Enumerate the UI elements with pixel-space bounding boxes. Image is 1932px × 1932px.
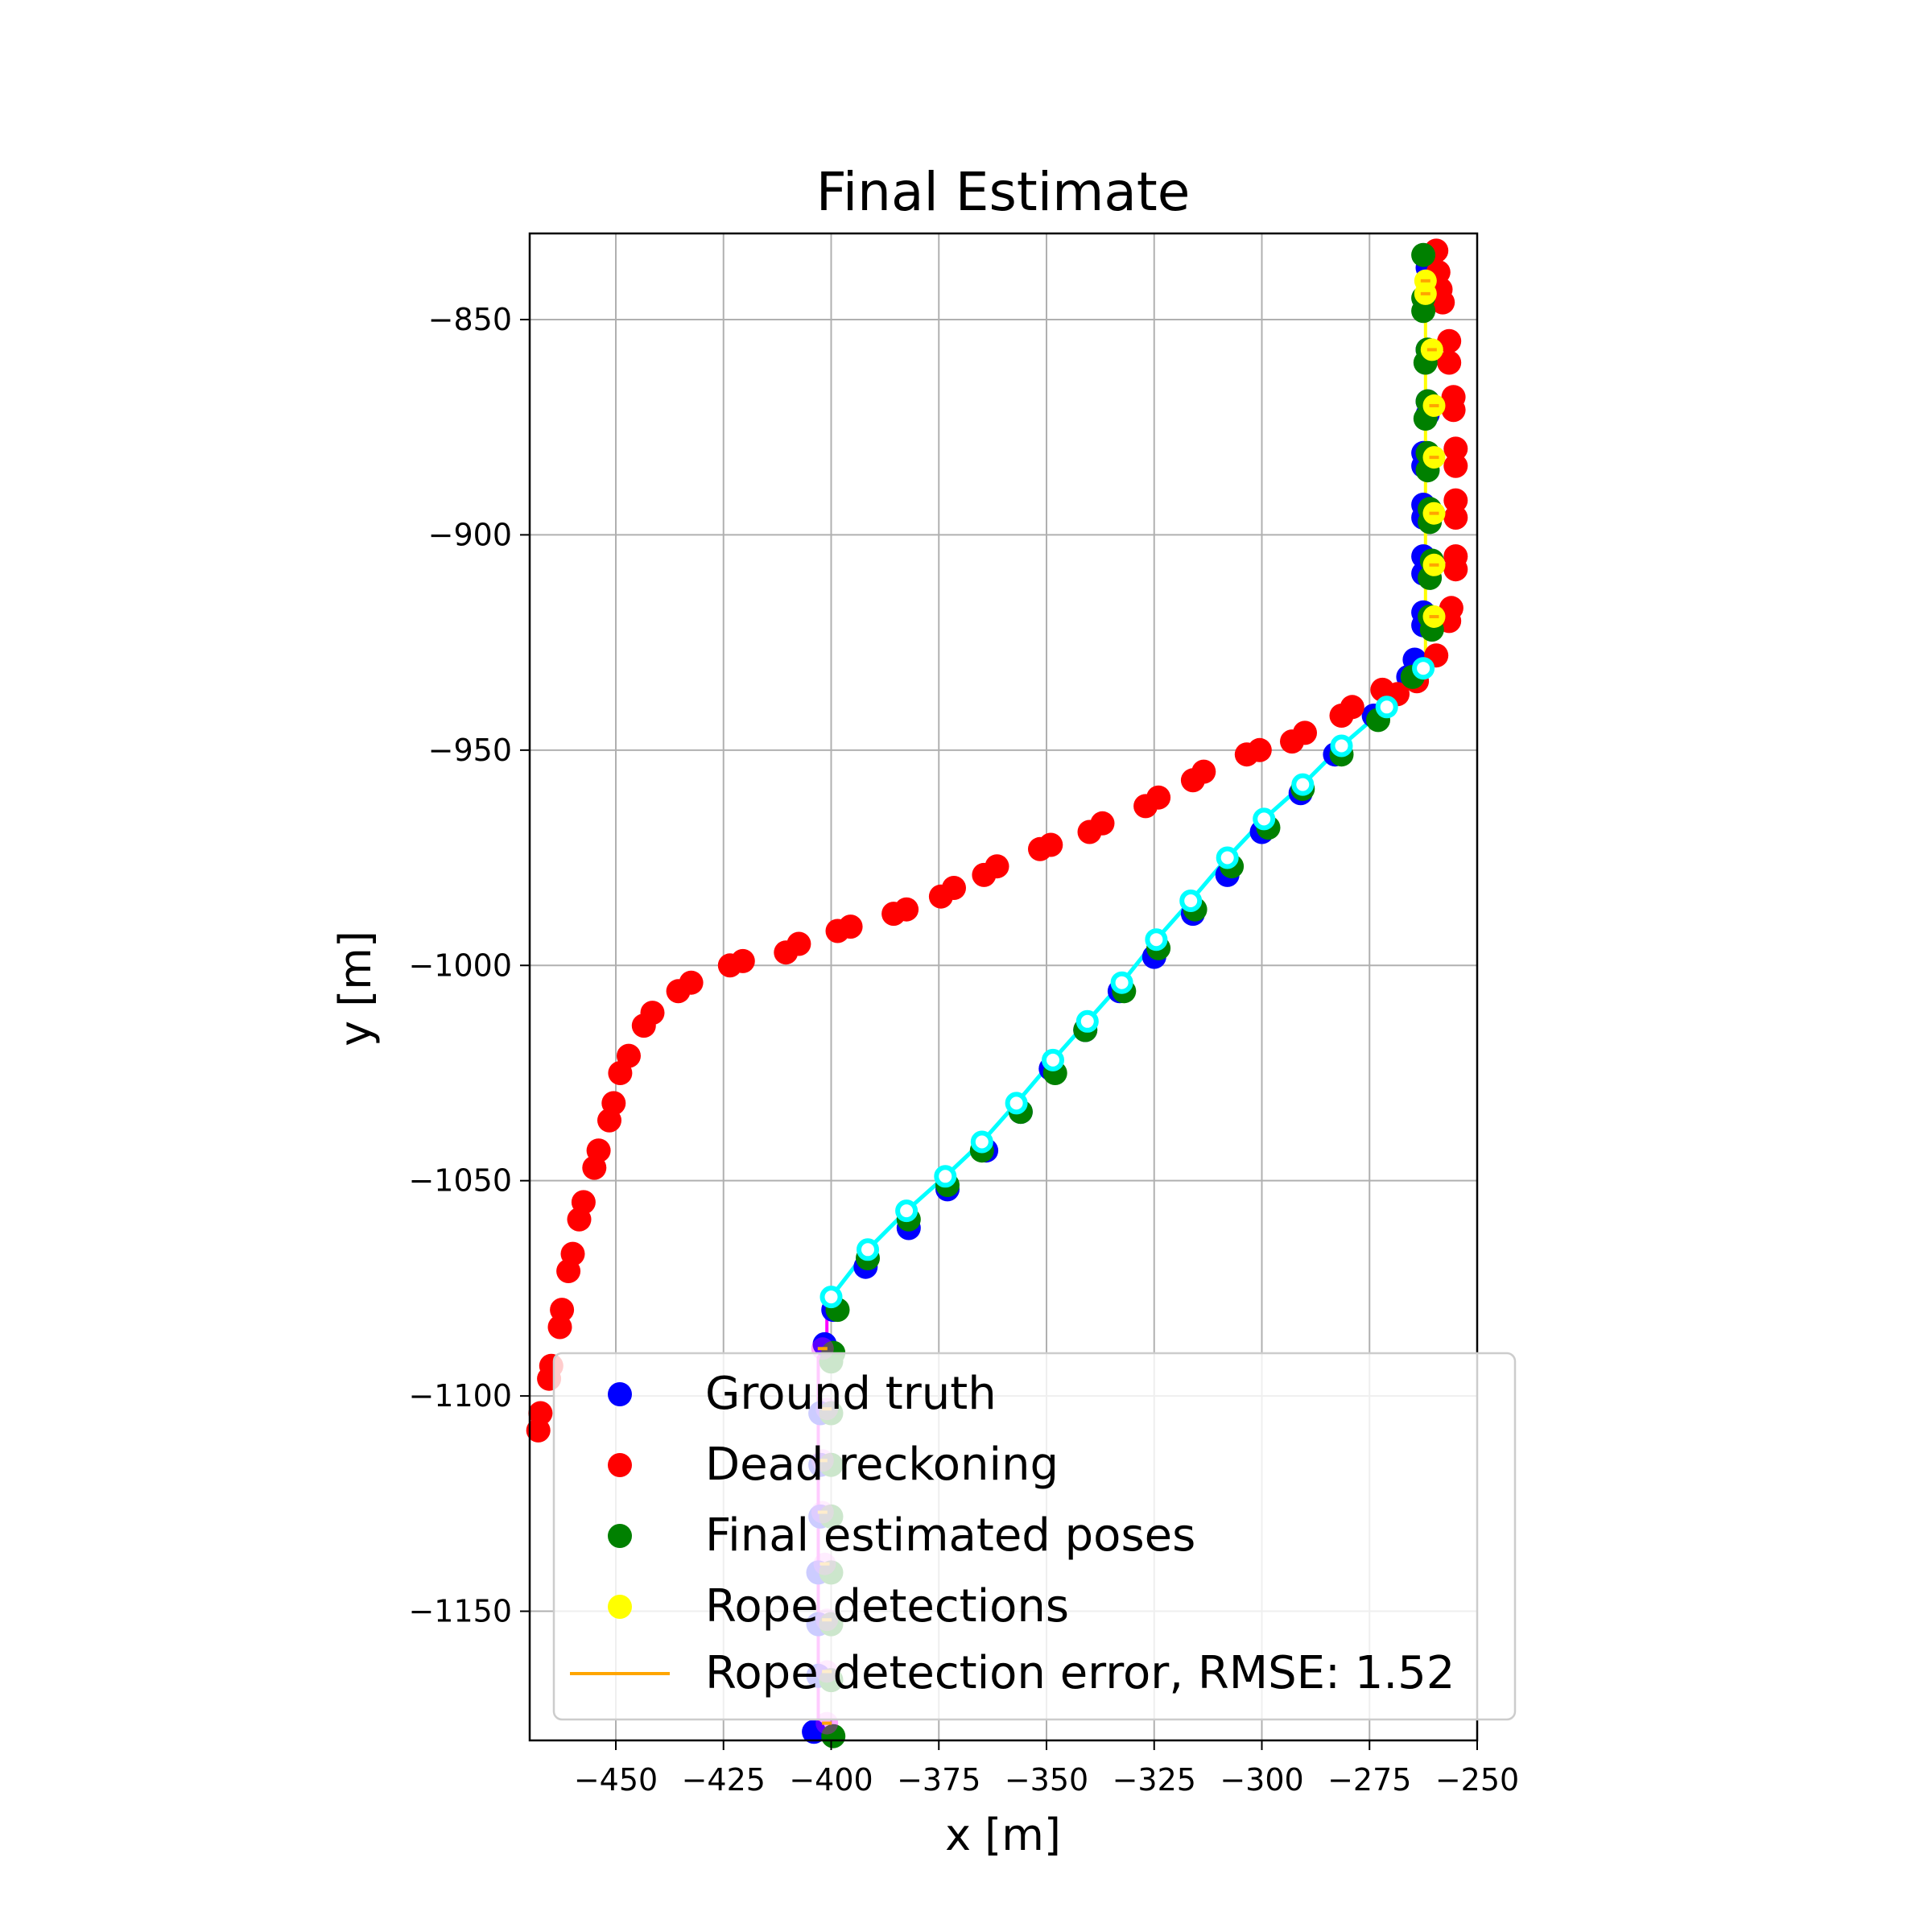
chart-title: Final Estimate	[816, 161, 1191, 223]
estimated-path-node	[1330, 734, 1353, 758]
legend-label-final-estimated-poses: Final estimated poses	[705, 1509, 1195, 1562]
dead-reckoning-point	[631, 1013, 656, 1038]
dead-reckoning-point	[1180, 768, 1205, 793]
legend-label-rope-detections: Rope detections	[705, 1580, 1069, 1633]
dead-reckoning-point	[774, 940, 799, 965]
dead-reckoning-point	[1329, 704, 1354, 728]
estimated-path-node	[1179, 890, 1203, 912]
dead-reckoning-point	[928, 884, 953, 909]
final-estimated-point	[1411, 242, 1436, 267]
dead-reckoning-point	[1437, 328, 1462, 353]
x-tick-label: −300	[1220, 1762, 1303, 1798]
dead-reckoning-point	[1443, 453, 1468, 478]
estimated-path-node	[857, 1238, 879, 1261]
legend-label-dead-reckoning: Dead reckoning	[705, 1439, 1059, 1491]
dead-reckoning-point	[597, 1108, 621, 1133]
dead-reckoning-point	[1280, 729, 1304, 754]
legend-label-ground-truth: Ground truth	[705, 1368, 997, 1420]
estimated-path-node	[1005, 1092, 1028, 1115]
legend-label-rope-detection-error: Rope detection error, RMSE: 1.52	[705, 1647, 1455, 1699]
y-tick-label: −1000	[408, 947, 512, 983]
estimated-path-node	[1075, 1009, 1099, 1033]
dead-reckoning-point	[1430, 290, 1455, 315]
dead-reckoning-point	[1443, 436, 1468, 461]
legend-marker-final-estimated-poses	[608, 1524, 632, 1548]
estimated-path-node	[1253, 807, 1276, 831]
x-tick-label: −375	[897, 1762, 980, 1798]
dead-reckoning-point	[1443, 557, 1468, 582]
y-tick-label: −1050	[408, 1163, 512, 1199]
estimated-path-node	[895, 1199, 919, 1223]
legend-marker-dead-reckoning	[608, 1453, 632, 1477]
dead-reckoning-point	[1443, 506, 1468, 530]
estimated-path-node	[1110, 971, 1133, 994]
dead-reckoning-point	[567, 1207, 592, 1232]
dead-reckoning-point	[1133, 794, 1158, 819]
y-tick-label: −850	[428, 302, 512, 337]
y-axis-label: y [m]	[330, 931, 381, 1046]
dead-reckoning-point	[717, 953, 742, 978]
dead-reckoning-point	[608, 1061, 633, 1085]
dead-reckoning-point	[666, 979, 691, 1004]
x-tick-label: −275	[1327, 1762, 1411, 1798]
y-tick-label: −900	[428, 517, 512, 552]
x-axis-label: x [m]	[945, 1810, 1061, 1860]
dead-reckoning-point	[1077, 819, 1102, 844]
dead-reckoning-point	[825, 919, 850, 943]
x-tick-label: −450	[574, 1762, 658, 1798]
dead-reckoning-point	[1028, 836, 1052, 861]
legend: Ground truth Dead reckoning Final estima…	[552, 1352, 1517, 1721]
legend-marker-ground-truth	[608, 1382, 632, 1406]
x-tick-label: −325	[1113, 1762, 1196, 1798]
final-estimated-point	[821, 1724, 846, 1748]
estimated-path-node	[819, 1286, 843, 1309]
legend-marker-rope-detections	[608, 1595, 632, 1619]
estimated-path-node	[1145, 928, 1168, 952]
x-tick-label: −400	[789, 1762, 873, 1798]
final-estimated-point	[1411, 299, 1436, 324]
dead-reckoning-point	[556, 1259, 581, 1283]
y-axis-ticks: −850 −900 −950 −1000 −1050 −1100 −1150	[408, 302, 530, 1629]
dead-reckoning-point	[582, 1155, 607, 1180]
x-tick-label: −250	[1435, 1762, 1519, 1798]
y-tick-label: −950	[428, 733, 512, 768]
plot-frame	[528, 232, 1479, 1742]
estimated-path-node	[1216, 846, 1239, 869]
x-axis-ticks: −450 −425 −400 −375 −350 −325 −300 −275 −250	[574, 1740, 1519, 1798]
x-tick-label: −350	[1005, 1762, 1088, 1798]
estimated-path-node	[1291, 773, 1315, 796]
y-tick-label: −1150	[408, 1594, 512, 1629]
y-tick-label: −1100	[408, 1378, 512, 1414]
legend-box	[552, 1352, 1517, 1721]
dead-reckoning-point	[1441, 398, 1466, 423]
dead-reckoning-point	[1370, 677, 1395, 702]
estimated-path-node	[934, 1165, 957, 1188]
x-tick-label: −425	[682, 1762, 766, 1798]
dead-reckoning-point	[1443, 488, 1468, 513]
dead-reckoning-point	[547, 1315, 572, 1340]
dead-reckoning-point	[881, 902, 906, 927]
dead-reckoning-point	[1437, 350, 1462, 375]
estimated-path-node	[970, 1130, 993, 1154]
ground-truth-point	[802, 1719, 827, 1744]
dead-reckoning-point	[1234, 742, 1259, 767]
estimated-path-node	[1042, 1048, 1064, 1071]
estimated-path-node	[1412, 657, 1435, 680]
dead-reckoning-point	[526, 1418, 551, 1443]
dead-reckoning-point	[972, 862, 997, 887]
estimated-path-node	[1375, 696, 1398, 719]
